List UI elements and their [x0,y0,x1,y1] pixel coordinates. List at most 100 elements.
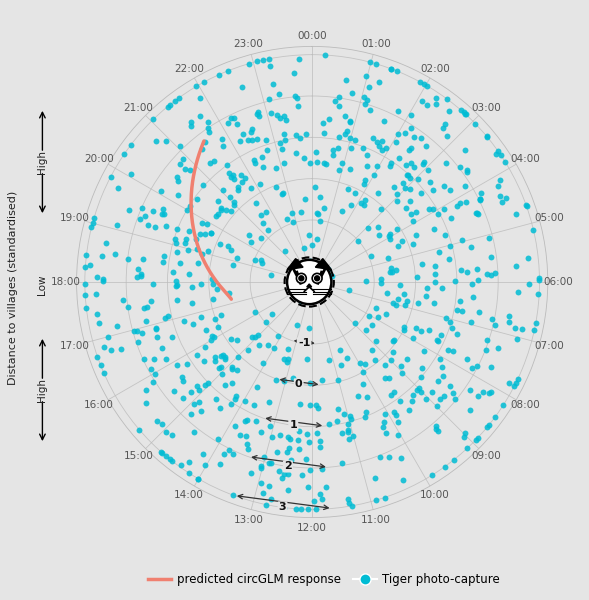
Point [112,220,122,230]
Point [250,332,260,342]
Point [151,370,160,379]
Point [126,140,135,150]
Point [386,161,395,171]
Point [317,464,327,474]
Point [343,419,352,428]
Point [267,109,276,118]
Point [473,391,482,400]
Point [402,160,411,170]
Point [302,355,312,364]
Point [511,323,520,333]
Point [457,306,466,316]
Point [279,158,289,168]
Point [294,427,303,436]
Point [146,364,155,373]
Point [468,364,477,373]
Point [191,82,201,91]
Point [394,241,403,250]
Point [488,314,497,323]
Point [302,297,311,307]
Point [279,503,288,512]
Point [237,177,247,187]
Point [292,320,302,330]
Point [250,308,260,317]
Point [325,114,334,124]
Point [264,54,274,64]
Point [392,189,402,199]
Point [460,109,469,118]
Point [277,144,287,154]
Text: 17:00: 17:00 [59,341,90,350]
Point [233,182,243,192]
Point [465,386,475,395]
Point [250,158,259,168]
Point [313,403,323,413]
Point [211,394,221,403]
Point [276,113,285,122]
Point [428,205,438,214]
Point [435,355,445,364]
Point [486,362,495,372]
Point [291,92,300,101]
Point [409,239,418,248]
Point [412,208,421,217]
Point [223,241,233,251]
Point [362,150,372,160]
Point [438,371,448,380]
Point [139,303,148,313]
Point [226,400,236,409]
Point [385,267,395,277]
Point [425,325,434,335]
Point [399,290,408,299]
Text: 09:00: 09:00 [471,451,501,461]
Point [139,355,148,364]
Point [229,449,238,459]
Point [106,345,115,355]
Point [416,373,426,382]
Point [495,191,505,201]
Text: 2: 2 [284,461,292,472]
Point [314,209,323,218]
Point [262,317,271,327]
Point [161,136,171,146]
Polygon shape [307,284,312,287]
Point [300,153,309,163]
Point [193,474,203,484]
Point [226,113,236,123]
Point [442,314,451,323]
Point [255,179,264,189]
Point [283,447,292,457]
Point [345,133,355,143]
Point [257,461,266,471]
Point [246,128,256,137]
Point [393,294,402,304]
Point [101,238,110,248]
Point [175,259,184,268]
Point [216,459,225,469]
Point [282,358,292,367]
Point [402,296,411,305]
Point [512,209,521,218]
Point [180,164,190,174]
Point [312,147,321,157]
Point [509,381,519,391]
Point [156,187,166,196]
Point [486,387,495,397]
Point [176,141,185,151]
Point [213,434,223,443]
Point [148,280,157,289]
Point [207,228,216,238]
Point [474,209,483,219]
Point [494,181,503,191]
Point [445,382,454,391]
Point [375,77,384,87]
Point [173,247,182,256]
Point [256,255,265,265]
Point [484,388,494,397]
Point [344,434,353,443]
Point [401,203,410,212]
Point [406,209,416,219]
Point [161,313,170,322]
Point [233,185,243,194]
Point [182,359,191,369]
